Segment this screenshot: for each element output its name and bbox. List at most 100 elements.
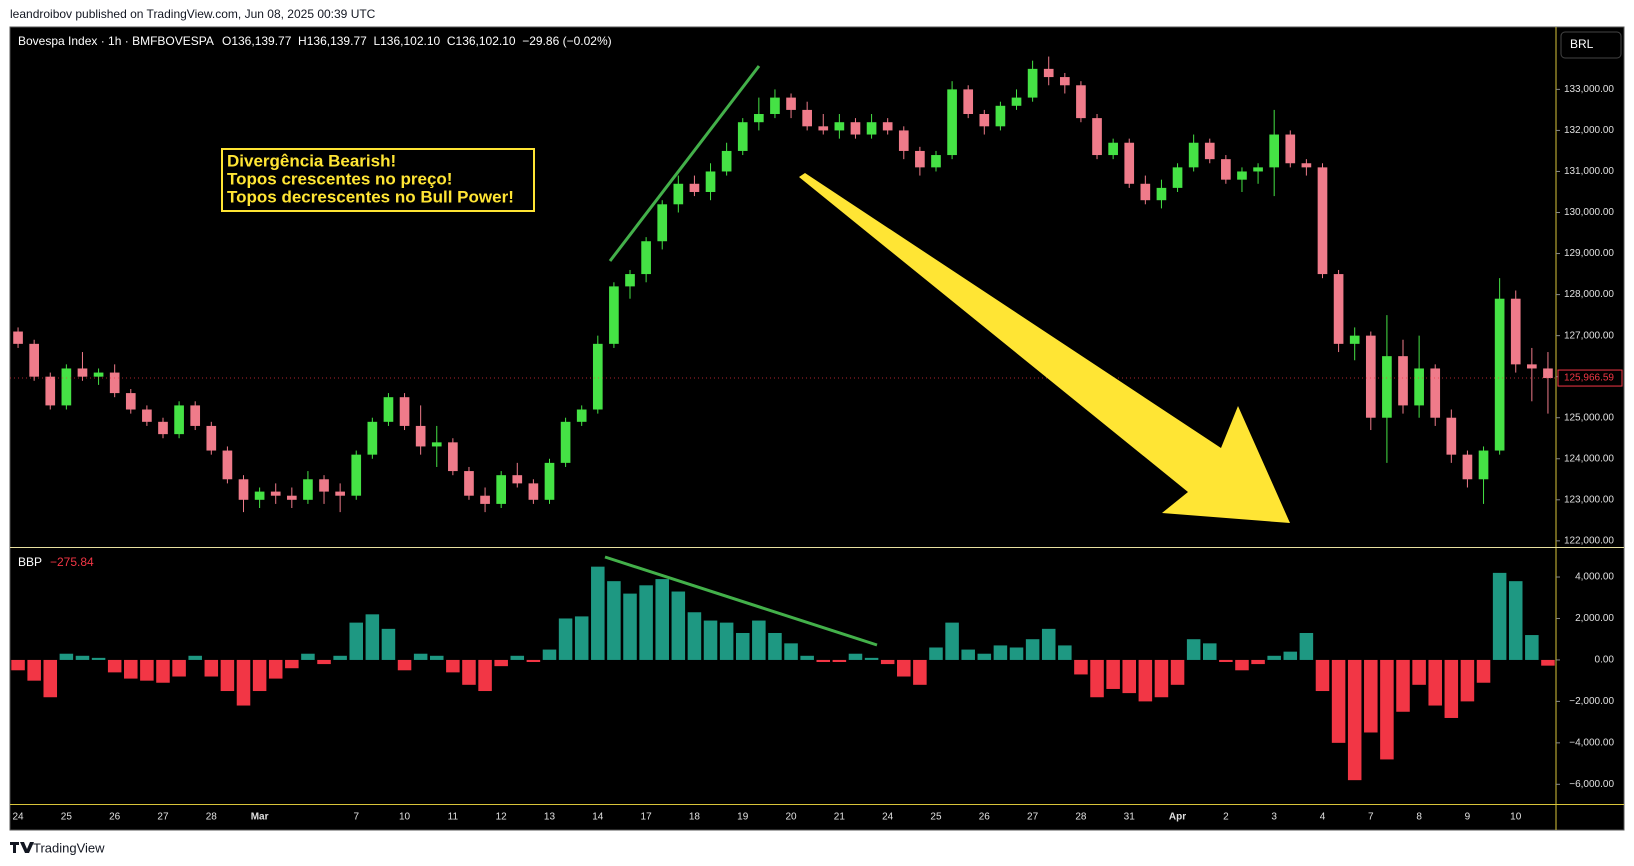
- candle-body: [270, 491, 281, 496]
- histogram-bar: [1299, 632, 1314, 660]
- histogram-bar: [1347, 659, 1362, 781]
- candle-body: [673, 183, 684, 205]
- currency-label: BRL: [1570, 37, 1594, 51]
- histogram-bar: [172, 659, 186, 677]
- candle-body: [190, 405, 201, 426]
- histogram-bar: [880, 659, 895, 665]
- y-tick-label: 128,000.00: [1564, 289, 1614, 300]
- histogram-bar: [11, 659, 25, 671]
- candle-body: [1430, 368, 1441, 418]
- histogram-bar: [526, 659, 541, 663]
- time-tick-label: 24: [12, 812, 24, 823]
- candle-body: [174, 405, 184, 435]
- candle-body: [786, 97, 796, 110]
- candle-body: [1140, 183, 1151, 201]
- histogram-bar: [462, 659, 476, 685]
- yellow-arrow: [799, 173, 1290, 523]
- candle-body: [963, 89, 974, 115]
- annotation-box: [221, 148, 535, 212]
- time-tick-label: 25: [61, 812, 73, 823]
- histogram-bar: [913, 659, 927, 685]
- y-tick-label: −4,000.00: [1569, 737, 1614, 748]
- candle-body: [947, 89, 957, 156]
- histogram-bar: [687, 612, 702, 660]
- candle-body: [915, 150, 925, 168]
- histogram-bar: [1476, 659, 1491, 683]
- candle-body: [705, 171, 716, 192]
- y-tick-label: 123,000.00: [1564, 494, 1614, 505]
- time-tick-label: 19: [737, 812, 749, 823]
- candle-body: [158, 421, 168, 435]
- time-tick-label: 13: [544, 812, 556, 823]
- histogram-bar: [1541, 659, 1555, 666]
- time-tick-label: 27: [1027, 812, 1039, 823]
- histogram-bar: [623, 593, 637, 660]
- candle-body: [625, 274, 635, 287]
- histogram-bar: [1202, 643, 1217, 660]
- histogram-bar: [446, 659, 460, 673]
- histogram-bar: [397, 659, 412, 671]
- candle-body: [1092, 118, 1102, 156]
- candle-body: [13, 331, 23, 344]
- candle-body: [431, 442, 442, 447]
- histogram-bar: [993, 645, 1008, 660]
- candle-body: [61, 368, 72, 406]
- symbol-title: Bovespa Index · 1h · BMFBOVESPA: [18, 34, 214, 48]
- candle-body: [737, 122, 748, 151]
- histogram-bar: [1251, 659, 1265, 665]
- candle-body: [802, 109, 812, 127]
- histogram-bar: [784, 643, 798, 660]
- indicator-title: BBP: [18, 555, 42, 569]
- y-tick-label: 2,000.00: [1575, 613, 1614, 624]
- time-tick-label: 20: [785, 812, 797, 823]
- y-tick-label: 132,000.00: [1564, 125, 1614, 136]
- ohlc-legend: O136,139.77 H136,139.77 L136,102.10 C136…: [222, 34, 612, 48]
- candle-body: [1510, 298, 1521, 365]
- histogram-bar: [252, 659, 267, 692]
- histogram-bar: [91, 657, 106, 660]
- candle-body: [1108, 142, 1118, 156]
- candle-body: [979, 114, 990, 127]
- time-tick-label: 9: [1465, 812, 1471, 823]
- y-tick-label: 0.00: [1595, 655, 1615, 666]
- time-tick-label: Apr: [1169, 812, 1186, 823]
- indicator-value: −275.84: [50, 555, 94, 569]
- candle-body: [1333, 274, 1344, 344]
- histogram-bar: [1041, 628, 1056, 660]
- candle-body: [1221, 159, 1231, 180]
- histogram-bar: [671, 591, 686, 660]
- histogram-bar: [703, 620, 718, 660]
- brand-logo: [10, 842, 34, 853]
- histogram-bar: [542, 649, 557, 660]
- y-tick-label: 133,000.00: [1564, 84, 1614, 95]
- candle-body: [303, 479, 313, 500]
- histogram-bar: [510, 655, 525, 660]
- candle-body: [1124, 142, 1135, 184]
- histogram-bar: [236, 659, 251, 706]
- price-trendline: [608, 65, 761, 262]
- histogram-bar: [1283, 651, 1298, 660]
- candle-body: [496, 475, 507, 504]
- candle-body: [689, 183, 700, 192]
- histogram-bar: [188, 655, 202, 660]
- histogram-bar: [429, 655, 444, 660]
- y-tick-label: 127,000.00: [1564, 330, 1614, 341]
- histogram-bar: [1396, 659, 1410, 712]
- last-price-box: [1557, 369, 1623, 387]
- candle-body: [544, 462, 555, 500]
- time-tick-label: 8: [1416, 812, 1422, 823]
- candle-body: [721, 150, 732, 172]
- candle-body: [1365, 335, 1376, 418]
- currency-button[interactable]: [1560, 31, 1622, 59]
- histogram-bar: [1460, 659, 1475, 702]
- candle-body: [560, 421, 571, 463]
- histogram-bar: [1074, 659, 1088, 675]
- candle-body: [1301, 163, 1312, 168]
- candle-body: [367, 421, 378, 455]
- candle-body: [898, 130, 909, 151]
- y-tick-label: 130,000.00: [1564, 207, 1614, 218]
- candle-body: [866, 122, 877, 135]
- histogram-bar: [1025, 639, 1040, 660]
- histogram-bar: [1186, 639, 1201, 660]
